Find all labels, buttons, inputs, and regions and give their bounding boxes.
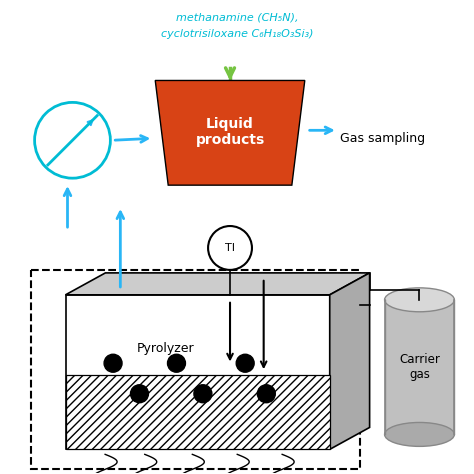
Polygon shape: [155, 81, 305, 185]
Text: cyclotrisiloxane C₆H₁₈O₃Si₃): cyclotrisiloxane C₆H₁₈O₃Si₃): [161, 28, 313, 38]
Circle shape: [208, 226, 252, 270]
Polygon shape: [65, 273, 370, 295]
Ellipse shape: [384, 422, 455, 447]
Circle shape: [130, 385, 148, 403]
Circle shape: [104, 354, 122, 372]
Text: Gas sampling: Gas sampling: [340, 132, 425, 145]
Bar: [65, 375, 330, 449]
Text: Carrier
gas: Carrier gas: [399, 353, 440, 381]
Ellipse shape: [384, 288, 455, 312]
Circle shape: [236, 354, 254, 372]
Bar: [384, 300, 455, 434]
Polygon shape: [65, 295, 330, 449]
Circle shape: [194, 385, 212, 403]
Text: TI: TI: [225, 243, 235, 253]
Circle shape: [257, 385, 275, 403]
Polygon shape: [330, 273, 370, 449]
Text: Liquid
products: Liquid products: [195, 117, 264, 147]
Text: methanamine (CH₅N),: methanamine (CH₅N),: [176, 13, 298, 23]
Text: Pyrolyzer: Pyrolyzer: [137, 342, 195, 356]
Circle shape: [167, 354, 185, 372]
Bar: [31, 270, 360, 469]
